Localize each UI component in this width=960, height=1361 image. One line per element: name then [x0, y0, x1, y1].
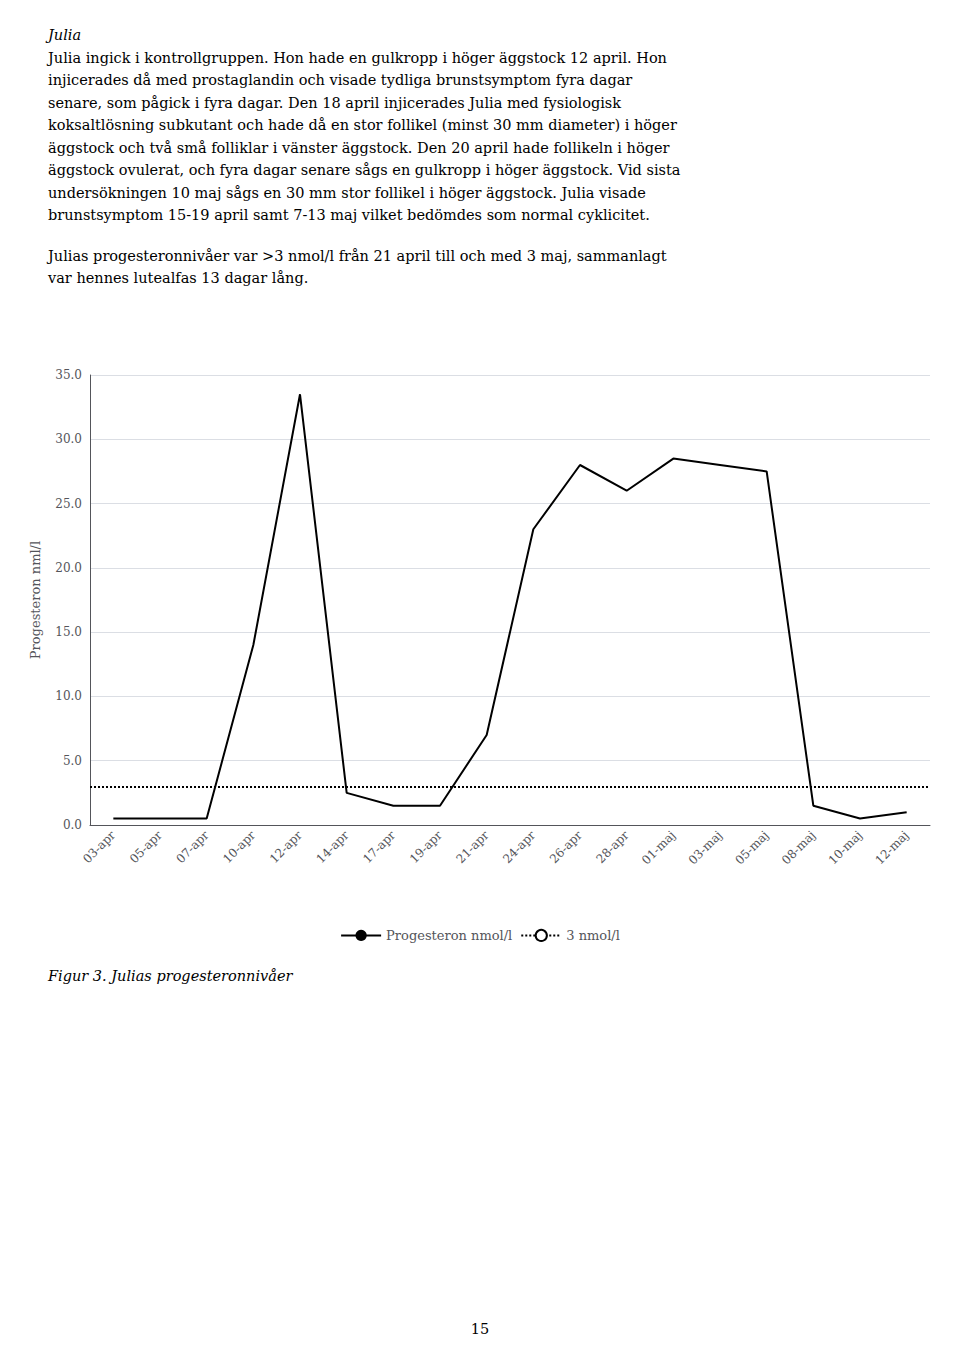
svg-text:10-apr: 10-apr [220, 828, 258, 866]
svg-text:01-maj: 01-maj [639, 828, 678, 867]
html-text:Julias progesteronnivåer var >: Julias progesteronnivåer var >3 nmol/l f… [48, 247, 667, 264]
html-text:undersökningen 10 maj sågs en: undersökningen 10 maj sågs en 30 mm stor… [48, 184, 646, 201]
svg-text:05-apr: 05-apr [127, 828, 165, 866]
html-text:15: 15 [470, 1321, 490, 1337]
svg-text:5.0: 5.0 [63, 754, 82, 768]
svg-text:Progesteron nmol/l: Progesteron nmol/l [386, 928, 512, 943]
html-text:koksaltlösning subkutant och h: koksaltlösning subkutant och hade då en … [48, 117, 677, 133]
html-text:äggstock och två små folliklar: äggstock och två små folliklar i vänster… [48, 139, 670, 156]
html-text:var hennes lutealfas 13 dagar: var hennes lutealfas 13 dagar lång. [48, 270, 309, 286]
svg-text:12-maj: 12-maj [872, 828, 911, 867]
html-text:Julia ingick i kontrollgruppen: Julia ingick i kontrollgruppen. Hon hade… [48, 49, 667, 66]
svg-text:17-apr: 17-apr [360, 828, 398, 866]
svg-text:08-maj: 08-maj [779, 828, 818, 867]
svg-text:35.0: 35.0 [55, 368, 82, 382]
html-text:Figur 3. Julias progesteronniv: Figur 3. Julias progesteronnivåer [48, 968, 293, 984]
svg-text:07-apr: 07-apr [174, 828, 212, 866]
svg-text:25.0: 25.0 [55, 497, 82, 511]
html-text:senare, som pågick i fyra daga: senare, som pågick i fyra dagar. Den 18 … [48, 94, 622, 111]
svg-text:Progesteron nml/l: Progesteron nml/l [28, 541, 43, 659]
html-text:brunstsymptom 15-19 april samt: brunstsymptom 15-19 april samt 7-13 maj … [48, 207, 650, 223]
svg-text:26-apr: 26-apr [547, 828, 585, 866]
svg-text:15.0: 15.0 [55, 625, 82, 639]
svg-text:03-apr: 03-apr [80, 828, 118, 866]
html-text:Julia: Julia [48, 27, 82, 43]
svg-text:30.0: 30.0 [55, 432, 82, 446]
svg-text:20.0: 20.0 [55, 561, 82, 575]
svg-text:12-apr: 12-apr [267, 828, 305, 866]
svg-text:10-maj: 10-maj [826, 828, 865, 867]
svg-text:24-apr: 24-apr [500, 828, 538, 866]
html-text:äggstock ovulerat, och fyra da: äggstock ovulerat, och fyra dagar senare… [48, 162, 681, 178]
svg-text:10.0: 10.0 [55, 689, 82, 703]
svg-text:19-apr: 19-apr [407, 828, 445, 866]
html-text:injicerades då med prostagland: injicerades då med prostaglandin och vis… [48, 72, 633, 88]
svg-text:21-apr: 21-apr [454, 828, 492, 866]
svg-text:05-maj: 05-maj [732, 828, 771, 867]
svg-text:14-apr: 14-apr [314, 828, 352, 866]
svg-text:0.0: 0.0 [63, 818, 82, 832]
svg-text:03-maj: 03-maj [686, 828, 725, 867]
svg-text:3 nmol/l: 3 nmol/l [566, 928, 620, 943]
svg-text:28-apr: 28-apr [594, 828, 632, 866]
